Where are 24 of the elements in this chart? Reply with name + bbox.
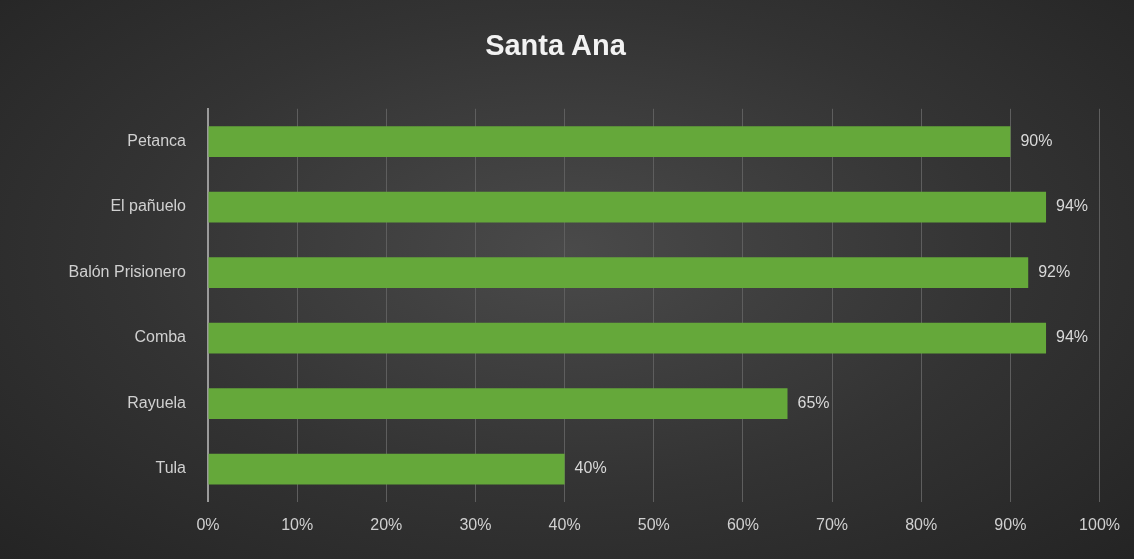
x-tick-label: 70% xyxy=(816,515,849,533)
y-tick-label: Comba xyxy=(134,328,187,346)
chart-title: Santa Ana xyxy=(485,29,627,62)
y-tick-label: Petanca xyxy=(127,131,187,149)
x-tick-label: 40% xyxy=(548,515,581,533)
x-tick-label: 10% xyxy=(281,515,314,533)
data-label: 40% xyxy=(574,459,607,477)
x-tick-label: 100% xyxy=(1079,515,1120,533)
x-tick-label: 90% xyxy=(994,515,1027,533)
y-tick-label: Tula xyxy=(155,459,187,477)
y-tick-label: Balón Prisionero xyxy=(68,262,187,280)
x-tick-label: 0% xyxy=(196,515,220,533)
x-tick-label: 60% xyxy=(726,515,759,533)
y-tick-label: El pañuelo xyxy=(110,197,187,215)
x-tick-label: 80% xyxy=(905,515,938,533)
data-label: 94% xyxy=(1056,328,1089,346)
y-tick-label: Rayuela xyxy=(127,393,187,411)
x-tick-label: 30% xyxy=(459,515,492,533)
data-label: 90% xyxy=(1020,131,1053,149)
data-label: 65% xyxy=(797,393,830,411)
data-label: 92% xyxy=(1038,262,1071,280)
x-tick-label: 20% xyxy=(370,515,403,533)
data-label: 94% xyxy=(1056,197,1089,215)
x-tick-label: 50% xyxy=(637,515,670,533)
